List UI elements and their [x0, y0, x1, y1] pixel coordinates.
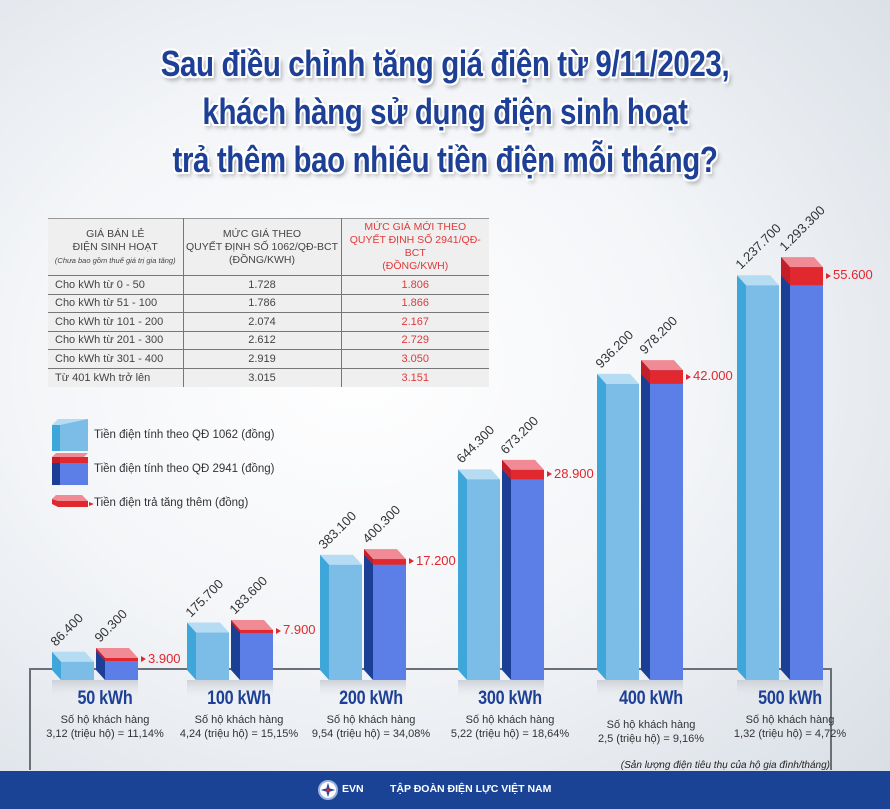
table-header-row: GIÁ BÁN LẺ ĐIỆN SINH HOẠT (Chưa bao gồm …	[48, 218, 489, 276]
blue-cube-red-top-icon	[52, 453, 88, 485]
category-50kwh: 50 kWh Số hộ khách hàng 3,12 (triệu hộ) …	[46, 688, 164, 740]
bar-old-5	[737, 275, 779, 680]
tier-cell: Cho kWh từ 51 - 100	[48, 293, 184, 313]
header-old-price: MỨC GIÁ THEO QUYẾT ĐỊNH SỐ 1062/QĐ-BCT (…	[182, 218, 342, 276]
category-100kwh: 100 kWh Số hộ khách hàng 4,24 (triệu hộ)…	[179, 688, 299, 740]
bar-new-5	[781, 257, 823, 680]
light-blue-cube-icon	[52, 419, 88, 451]
old-value-label: 383.100	[315, 507, 360, 552]
consumption-note: (Sản lượng điện tiêu thụ của hộ gia đình…	[620, 760, 830, 771]
new-value-label: 183.600	[226, 573, 271, 617]
bar-new-2	[364, 549, 406, 680]
footer-bar: EVN TẬP ĐOÀN ĐIỆN LỰC VIỆT NAM	[0, 771, 890, 809]
new-value-label: 400.300	[359, 502, 404, 547]
tier-cell: Từ 401 kWh trở lên	[48, 367, 184, 387]
legend-item-increase: Tiền điện trả tăng thêm (đồng)	[52, 486, 275, 520]
new-value-label: 1.293.300	[776, 202, 828, 255]
table-row: Cho kWh từ 201 - 300 2.612 2.729	[48, 330, 489, 350]
baseline-frame	[29, 668, 832, 770]
table-row: Cho kWh từ 101 - 200 2.074 2.167	[48, 312, 489, 332]
increase-value-label: 55.600	[826, 267, 873, 282]
bar-new-4	[641, 360, 683, 680]
old-price-cell: 3.015	[182, 367, 342, 387]
table-row: Cho kWh từ 301 - 400 2.919 3.050	[48, 349, 489, 369]
increase-value-label: 3.900	[141, 651, 181, 666]
price-table: GIÁ BÁN LẺ ĐIỆN SINH HOẠT (Chưa bao gồm …	[48, 218, 489, 387]
old-price-cell: 1.728	[182, 275, 342, 295]
increase-value-label: 28.900	[547, 466, 594, 481]
header-new-price: MỨC GIÁ MỚI THEO QUYẾT ĐỊNH SỐ 2941/QĐ-B…	[340, 218, 489, 276]
old-value-label: 1.237.700	[732, 220, 784, 273]
new-value-label: 673.200	[497, 413, 542, 457]
increase-value-label: 17.200	[409, 553, 456, 568]
title-line-1: Sau điều chỉnh tăng giá điện từ 9/11/202…	[160, 43, 730, 84]
old-price-cell: 2.919	[182, 349, 342, 369]
legend-item-new: Tiền điện tính theo QĐ 2941 (đồng)	[52, 452, 275, 486]
old-price-cell: 1.786	[182, 293, 342, 313]
legend-item-old: Tiền điện tính theo QĐ 1062 (đồng)	[52, 418, 275, 452]
new-price-cell: 1.866	[340, 293, 489, 313]
table-row: Cho kWh từ 0 - 50 1.728 1.806	[48, 275, 489, 295]
category-200kwh: 200 kWh Số hộ khách hàng 9,54 (triệu hộ)…	[311, 688, 431, 740]
old-value-label: 175.700	[182, 575, 227, 620]
title-line-3: trả thêm bao nhiêu tiền điện mỗi tháng?	[172, 139, 718, 180]
tier-cell: Cho kWh từ 201 - 300	[48, 330, 184, 350]
old-value-label: 644.300	[453, 422, 498, 467]
red-slab-icon	[52, 495, 94, 507]
chart-legend: Tiền điện tính theo QĐ 1062 (đồng) Tiền …	[52, 418, 275, 520]
new-price-cell: 3.151	[340, 367, 489, 387]
category-300kwh: 300 kWh Số hộ khách hàng 5,22 (triệu hộ)…	[450, 688, 570, 740]
tier-cell: Cho kWh từ 101 - 200	[48, 312, 184, 332]
category-400kwh: 400 kWh Số hộ khách hàng 2,5 (triệu hộ) …	[597, 688, 705, 745]
category-500kwh: 500 kWh Số hộ khách hàng 1,32 (triệu hộ)…	[733, 688, 847, 740]
table-row: Cho kWh từ 51 - 100 1.786 1.866	[48, 293, 489, 313]
bar-old-3	[458, 469, 500, 680]
old-value-label: 86.400	[47, 610, 87, 649]
bar-new-3	[502, 459, 544, 680]
new-value-label: 978.200	[636, 313, 681, 358]
new-price-cell: 3.050	[340, 349, 489, 369]
evn-logo-text: EVN	[342, 783, 364, 795]
organization-name: TẬP ĐOÀN ĐIỆN LỰC VIỆT NAM	[390, 783, 552, 795]
new-price-cell: 2.167	[340, 312, 489, 332]
old-value-label: 936.200	[592, 327, 637, 371]
old-price-cell: 2.074	[182, 312, 342, 332]
table-row: Từ 401 kWh trở lên 3.015 3.151	[48, 367, 489, 387]
evn-logo-icon	[318, 780, 338, 800]
new-value-label: 90.300	[91, 606, 131, 645]
tier-cell: Cho kWh từ 0 - 50	[48, 275, 184, 295]
title-line-2: khách hàng sử dụng điện sinh hoạt	[202, 91, 688, 132]
bar-old-4	[597, 373, 639, 680]
old-price-cell: 2.612	[182, 330, 342, 350]
bar-old-2	[320, 554, 362, 680]
header-tier: GIÁ BÁN LẺ ĐIỆN SINH HOẠT (Chưa bao gồm …	[48, 218, 184, 276]
new-price-cell: 2.729	[340, 330, 489, 350]
new-price-cell: 1.806	[340, 275, 489, 295]
infographic-title: Sau điều chỉnh tăng giá điện từ 9/11/202…	[80, 40, 810, 184]
tier-cell: Cho kWh từ 301 - 400	[48, 349, 184, 369]
increase-value-label: 42.000	[686, 368, 733, 383]
increase-value-label: 7.900	[276, 622, 316, 637]
